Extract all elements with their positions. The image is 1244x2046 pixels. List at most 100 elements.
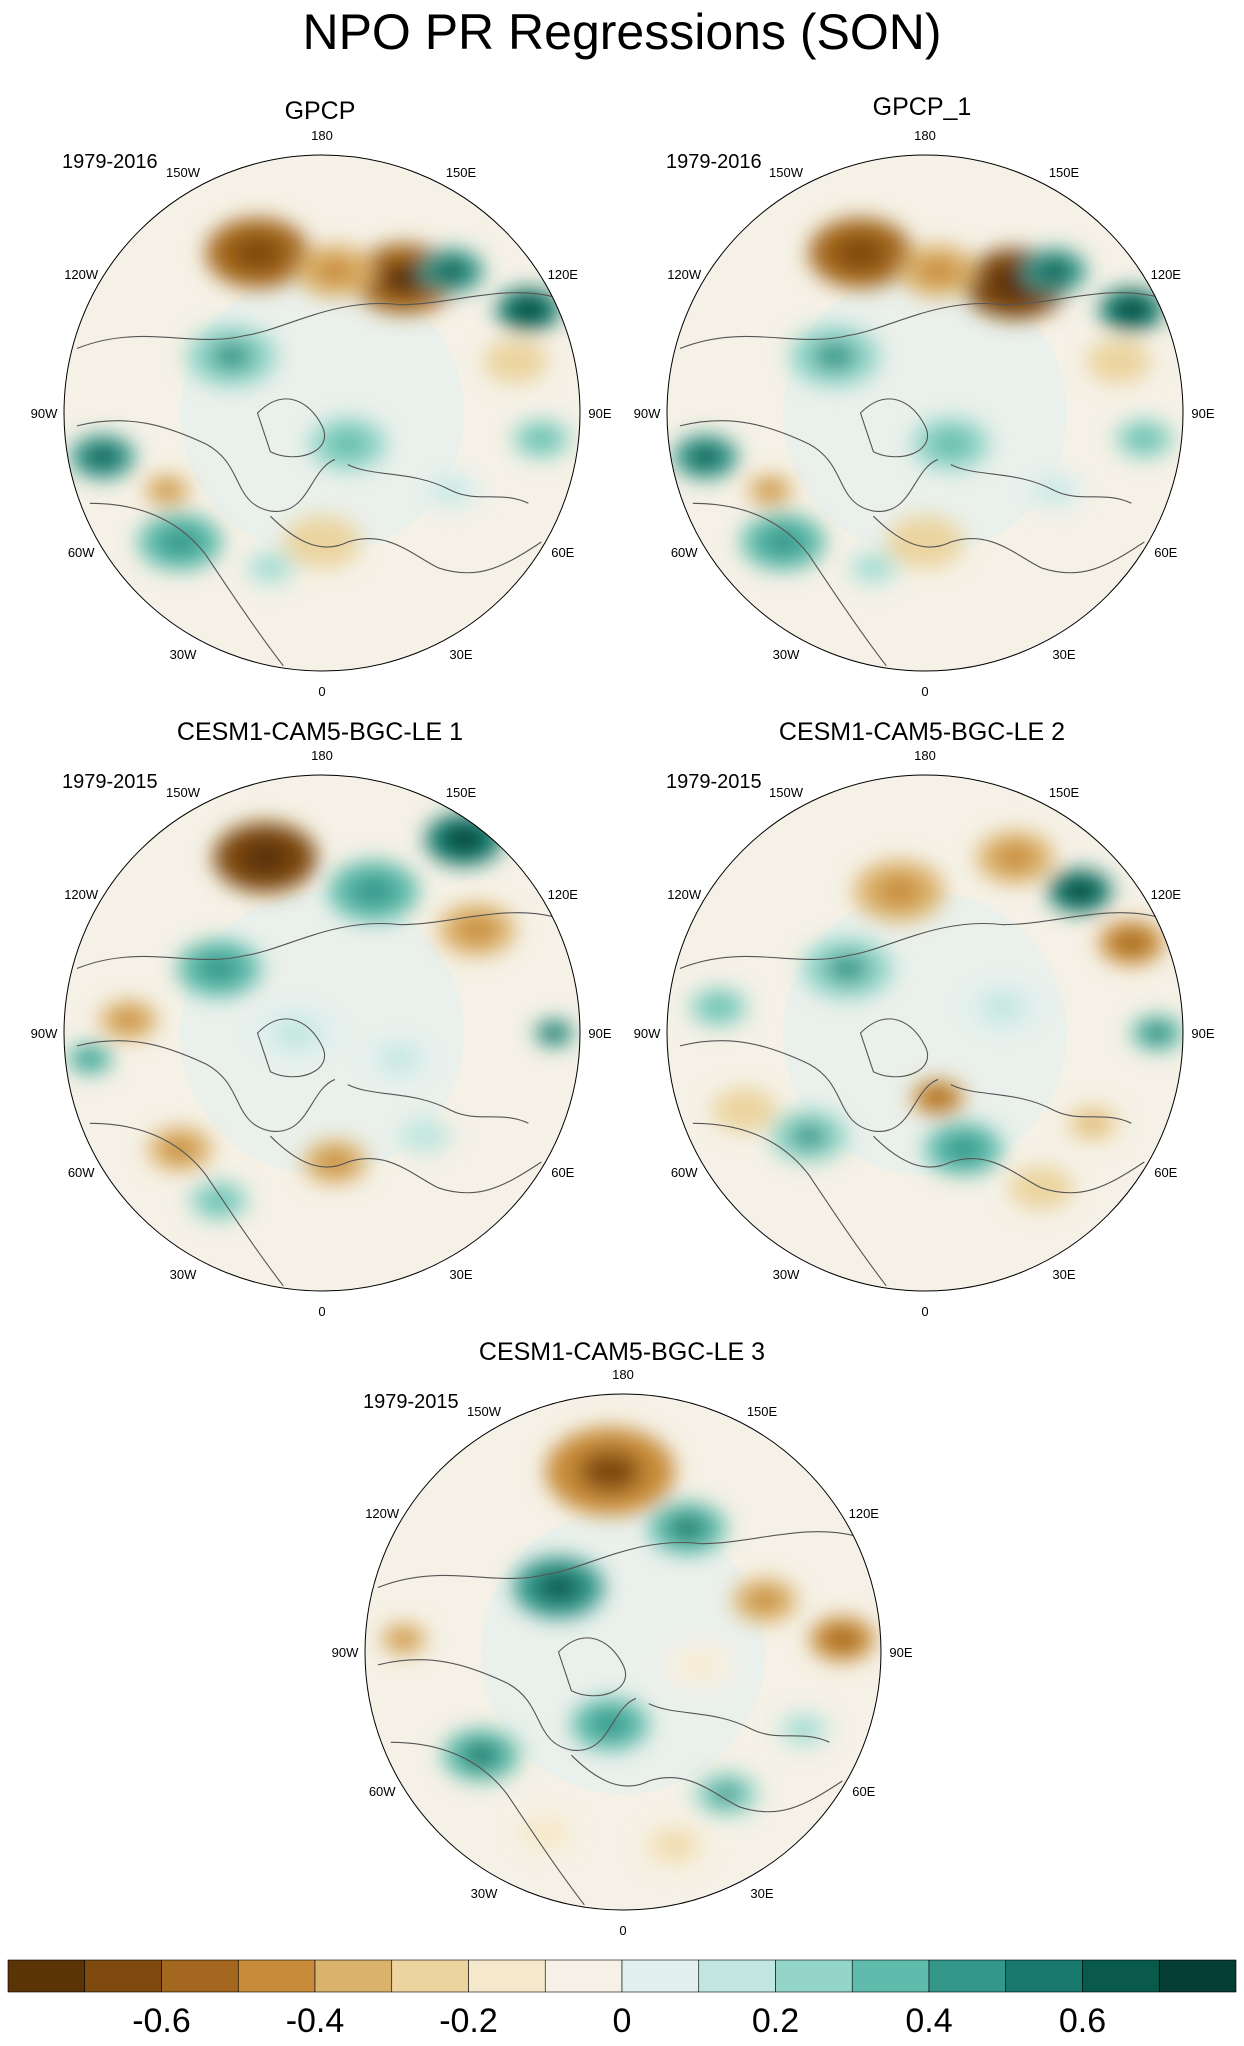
longitude-label: 180 — [311, 128, 333, 143]
longitude-label: 60W — [68, 545, 95, 560]
longitude-label: 30W — [471, 1886, 498, 1901]
longitude-label: 150W — [467, 1404, 502, 1419]
anomaly-core — [329, 431, 367, 457]
map-panel-2: 180 150E 120E 90E 60E 30E 0 30W 60W 90W 120W 150W — [634, 128, 1215, 699]
anomaly-core — [906, 529, 944, 555]
coastline — [679, 420, 939, 512]
anomaly-core — [544, 1026, 564, 1040]
anomaly-core — [379, 262, 430, 296]
longitude-label: 180 — [311, 748, 333, 763]
anomaly-core — [1038, 260, 1070, 282]
anomaly-core — [87, 446, 119, 468]
colorbar: -0.6 -0.4 -0.2 0 0.2 0.4 0.6 — [7, 1959, 1237, 2040]
anomaly-core — [258, 559, 283, 577]
longitude-label: 90W — [31, 1026, 58, 1041]
longitude-label: 150E — [446, 785, 477, 800]
coastline — [256, 398, 325, 458]
longitude-label: 180 — [612, 1367, 634, 1382]
anomaly-core — [710, 1783, 742, 1805]
longitude-label: 120E — [1151, 267, 1182, 282]
anomaly-core — [813, 341, 857, 371]
anomaly-core — [1103, 351, 1134, 372]
colorbar-tick-label: -0.4 — [286, 2002, 345, 2040]
anomaly-core — [210, 341, 254, 371]
anomaly-core — [690, 446, 722, 468]
anomaly-core — [462, 1742, 500, 1768]
longitude-label: 120E — [849, 1506, 880, 1521]
coastline — [557, 1637, 626, 1697]
longitude-label: 120E — [548, 887, 579, 902]
colorbar-tick-label: 0.4 — [905, 2002, 952, 2040]
longitude-label: 120W — [365, 1506, 400, 1521]
anomaly-core — [78, 1051, 101, 1067]
anomaly-core — [932, 431, 970, 457]
years-label-gpcp-1: 1979-2016 — [666, 151, 762, 173]
anomaly-core — [791, 1721, 816, 1738]
anomaly-core — [591, 1711, 629, 1737]
anomaly-core — [835, 236, 886, 270]
anomaly-core — [704, 997, 733, 1017]
longitude-label: 0 — [921, 1304, 928, 1319]
longitude-label: 120W — [64, 267, 99, 282]
map-panel-1: 180 150E 120E 90E 60E 30E 0 30W 60W 90W 120W 150W — [31, 128, 612, 699]
longitude-label: 60W — [68, 1165, 95, 1180]
coastline — [859, 1018, 928, 1078]
anomaly-core — [980, 992, 1025, 1022]
longitude-label: 180 — [914, 748, 936, 763]
anomaly-core — [759, 483, 782, 498]
longitude-label: 120E — [1151, 887, 1182, 902]
longitude-label: 120E — [548, 267, 579, 282]
coastline — [873, 515, 1145, 574]
longitude-label: 90E — [889, 1645, 912, 1660]
map-panel-5: 180 150E 120E 90E 60E 30E 0 30W 60W 90W 120W 150W — [332, 1367, 913, 1938]
longitude-label: 120W — [667, 887, 702, 902]
anomaly-core — [762, 528, 804, 556]
anomaly-core — [392, 1631, 415, 1647]
coastline — [270, 1135, 542, 1194]
longitude-label: 0 — [619, 1923, 626, 1938]
colorbar-swatch — [161, 1959, 239, 1993]
longitude-label: 60E — [852, 1784, 875, 1799]
anomaly-core — [500, 351, 531, 372]
map-panel-3: 180 150E 120E 90E 60E 30E 0 30W 60W 90W 120W 150W — [31, 748, 612, 1319]
anomaly-core — [536, 1573, 581, 1602]
colorbar-swatch — [314, 1959, 393, 1993]
coastline — [347, 464, 529, 504]
anomaly-core — [458, 917, 496, 943]
anomaly-core — [114, 1010, 143, 1030]
years-label-le3: 1979-2015 — [363, 1391, 459, 1413]
longitude-label: 90E — [1191, 406, 1214, 421]
coastline — [76, 420, 336, 512]
panel-title-gpcp: GPCP — [284, 97, 356, 125]
anomaly-core — [303, 529, 341, 555]
anomaly-core — [527, 429, 556, 449]
longitude-label: 90W — [634, 1026, 661, 1041]
anomaly-core — [1115, 299, 1147, 321]
colorbar-tick-label: -0.2 — [439, 2002, 498, 2040]
coastline — [76, 1040, 336, 1132]
panel-title-le1: CESM1-CAM5-BGC-LE 1 — [176, 718, 464, 746]
coastline — [950, 1084, 1132, 1124]
anomaly-core — [861, 559, 886, 577]
longitude-label: 90E — [1191, 1026, 1214, 1041]
coastline — [873, 1135, 1145, 1194]
figure-title: NPO PR Regressions (SON) — [302, 4, 942, 60]
coastline — [89, 1122, 284, 1287]
map-border — [364, 1393, 882, 1911]
longitude-label: 30E — [449, 647, 472, 662]
longitude-label: 90E — [588, 1026, 611, 1041]
longitude-label: 90W — [31, 406, 58, 421]
map-border — [63, 774, 581, 1292]
map-interior-shade — [180, 271, 464, 555]
anomaly-core — [272, 1017, 320, 1049]
map-border — [666, 154, 1184, 672]
anomaly-core — [1144, 1024, 1170, 1042]
longitude-label: 30E — [750, 1886, 773, 1901]
longitude-label: 150W — [166, 785, 201, 800]
coastline — [679, 912, 1158, 970]
longitude-label: 120W — [667, 267, 702, 282]
coastline — [859, 398, 928, 458]
longitude-label: 0 — [318, 684, 325, 699]
colorbar-tick-label: 0.2 — [752, 2002, 799, 2040]
longitude-label: 30W — [773, 1267, 800, 1282]
